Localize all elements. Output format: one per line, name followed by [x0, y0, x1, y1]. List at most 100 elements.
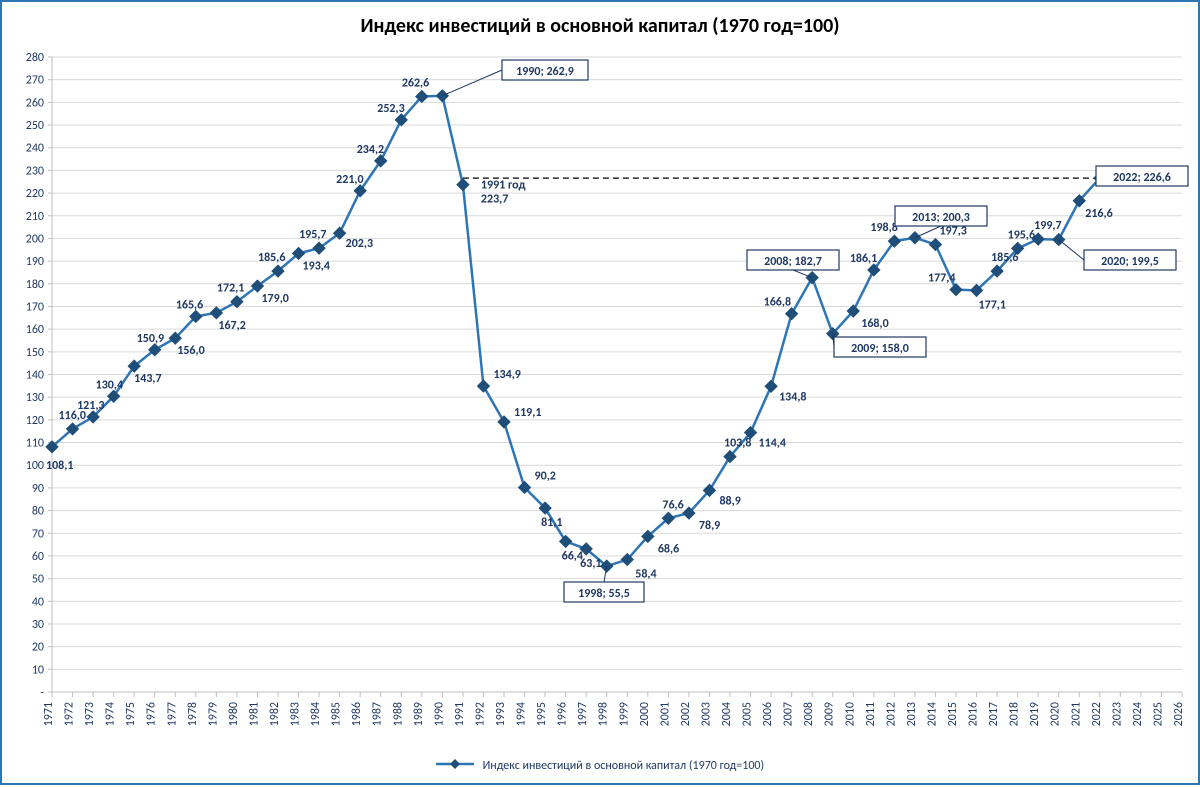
svg-text:160: 160 [26, 323, 44, 337]
svg-text:1972: 1972 [63, 702, 77, 726]
svg-text:2013; 200,3: 2013; 200,3 [912, 211, 970, 225]
svg-text:223,7: 223,7 [481, 193, 508, 207]
svg-text:1975: 1975 [124, 702, 138, 726]
svg-text:1979: 1979 [206, 702, 220, 726]
svg-text:202,3: 202,3 [346, 237, 373, 251]
svg-text:63,1: 63,1 [580, 557, 601, 571]
svg-text:195,7: 195,7 [299, 228, 326, 242]
svg-text:221,0: 221,0 [336, 173, 363, 187]
svg-text:2008: 2008 [802, 702, 816, 726]
svg-text:2020; 199,5: 2020; 199,5 [1101, 255, 1159, 269]
svg-text:260: 260 [26, 96, 44, 110]
svg-text:186,1: 186,1 [850, 252, 877, 266]
svg-text:2001: 2001 [658, 702, 672, 726]
svg-text:78,9: 78,9 [699, 519, 720, 533]
svg-text:2017: 2017 [987, 702, 1001, 726]
svg-text:119,1: 119,1 [514, 406, 541, 420]
svg-text:190: 190 [26, 255, 44, 269]
svg-text:240: 240 [26, 142, 44, 156]
svg-text:1998; 55,5: 1998; 55,5 [578, 587, 630, 601]
svg-text:68,6: 68,6 [658, 542, 679, 556]
svg-text:76,6: 76,6 [662, 498, 683, 512]
svg-text:50: 50 [32, 573, 44, 587]
svg-text:60: 60 [32, 550, 44, 564]
svg-text:143,7: 143,7 [134, 372, 161, 386]
svg-text:2024: 2024 [1131, 702, 1145, 726]
svg-text:2023: 2023 [1110, 702, 1124, 726]
svg-text:1973: 1973 [83, 702, 97, 726]
svg-text:2014: 2014 [925, 702, 939, 726]
svg-text:10: 10 [32, 663, 44, 677]
svg-text:168,0: 168,0 [861, 317, 888, 331]
svg-text:1996: 1996 [556, 702, 570, 726]
svg-text:2009: 2009 [823, 702, 837, 726]
svg-text:220: 220 [26, 187, 44, 201]
svg-text:1982: 1982 [268, 702, 282, 726]
svg-text:20: 20 [32, 641, 44, 655]
svg-text:156,0: 156,0 [177, 344, 204, 358]
legend-marker [436, 757, 474, 775]
svg-text:1989: 1989 [412, 702, 426, 726]
svg-text:2012: 2012 [884, 702, 898, 726]
svg-text:1998: 1998 [597, 702, 611, 726]
svg-text:1990; 262,9: 1990; 262,9 [516, 65, 574, 79]
svg-text:270: 270 [26, 74, 44, 88]
svg-text:165,6: 165,6 [176, 298, 203, 312]
svg-text:130: 130 [26, 391, 44, 405]
svg-text:216,6: 216,6 [1085, 207, 1112, 221]
svg-text:2000: 2000 [638, 702, 652, 726]
svg-text:40: 40 [32, 595, 44, 609]
svg-text:1985: 1985 [330, 702, 344, 726]
svg-text:1999: 1999 [617, 702, 631, 726]
svg-text:197,3: 197,3 [939, 225, 966, 239]
svg-text:2008; 182,7: 2008; 182,7 [764, 255, 822, 269]
svg-text:58,4: 58,4 [635, 568, 656, 582]
svg-text:177,4: 177,4 [928, 272, 955, 286]
svg-text:2016: 2016 [967, 702, 981, 726]
svg-text:2021: 2021 [1069, 702, 1083, 726]
svg-text:88,9: 88,9 [719, 494, 740, 508]
svg-text:30: 30 [32, 618, 44, 632]
svg-text:250: 250 [26, 119, 44, 133]
svg-text:1991 год: 1991 год [481, 179, 526, 193]
svg-text:1994: 1994 [515, 702, 529, 726]
svg-text:2004: 2004 [720, 702, 734, 726]
svg-text:1971: 1971 [42, 702, 56, 726]
svg-text:1988: 1988 [391, 702, 405, 726]
svg-text:2015: 2015 [946, 702, 960, 726]
svg-text:198,8: 198,8 [870, 221, 897, 235]
svg-text:200: 200 [26, 232, 44, 246]
svg-text:2006: 2006 [761, 702, 775, 726]
svg-text:90: 90 [32, 482, 44, 496]
svg-text:108,1: 108,1 [46, 459, 73, 473]
svg-text:2018: 2018 [1008, 702, 1022, 726]
svg-text:2013: 2013 [905, 702, 919, 726]
svg-text:103,8: 103,8 [724, 437, 751, 451]
svg-text:80: 80 [32, 505, 44, 519]
svg-text:120: 120 [26, 414, 44, 428]
svg-text:193,4: 193,4 [303, 259, 330, 273]
svg-text:-: - [40, 686, 44, 700]
svg-text:179,0: 179,0 [261, 292, 288, 306]
svg-text:2003: 2003 [699, 702, 713, 726]
svg-text:2002: 2002 [679, 702, 693, 726]
svg-text:2019: 2019 [1028, 702, 1042, 726]
svg-text:134,8: 134,8 [779, 390, 806, 404]
svg-text:1991: 1991 [453, 702, 467, 726]
svg-text:1980: 1980 [227, 702, 241, 726]
chart-svg: -102030405060708090100110120130140150160… [2, 2, 1200, 787]
svg-text:166,8: 166,8 [764, 296, 791, 310]
svg-text:185,6: 185,6 [991, 251, 1018, 265]
svg-text:1987: 1987 [371, 702, 385, 726]
svg-text:134,9: 134,9 [493, 368, 520, 382]
svg-text:2022: 2022 [1090, 702, 1104, 726]
svg-text:1976: 1976 [145, 702, 159, 726]
svg-text:114,4: 114,4 [759, 437, 786, 451]
svg-text:210: 210 [26, 210, 44, 224]
svg-text:167,2: 167,2 [218, 319, 245, 333]
svg-text:110: 110 [26, 437, 44, 451]
svg-text:1993: 1993 [494, 702, 508, 726]
svg-text:1978: 1978 [186, 702, 200, 726]
svg-text:2005: 2005 [741, 702, 755, 726]
svg-text:252,3: 252,3 [377, 102, 404, 116]
